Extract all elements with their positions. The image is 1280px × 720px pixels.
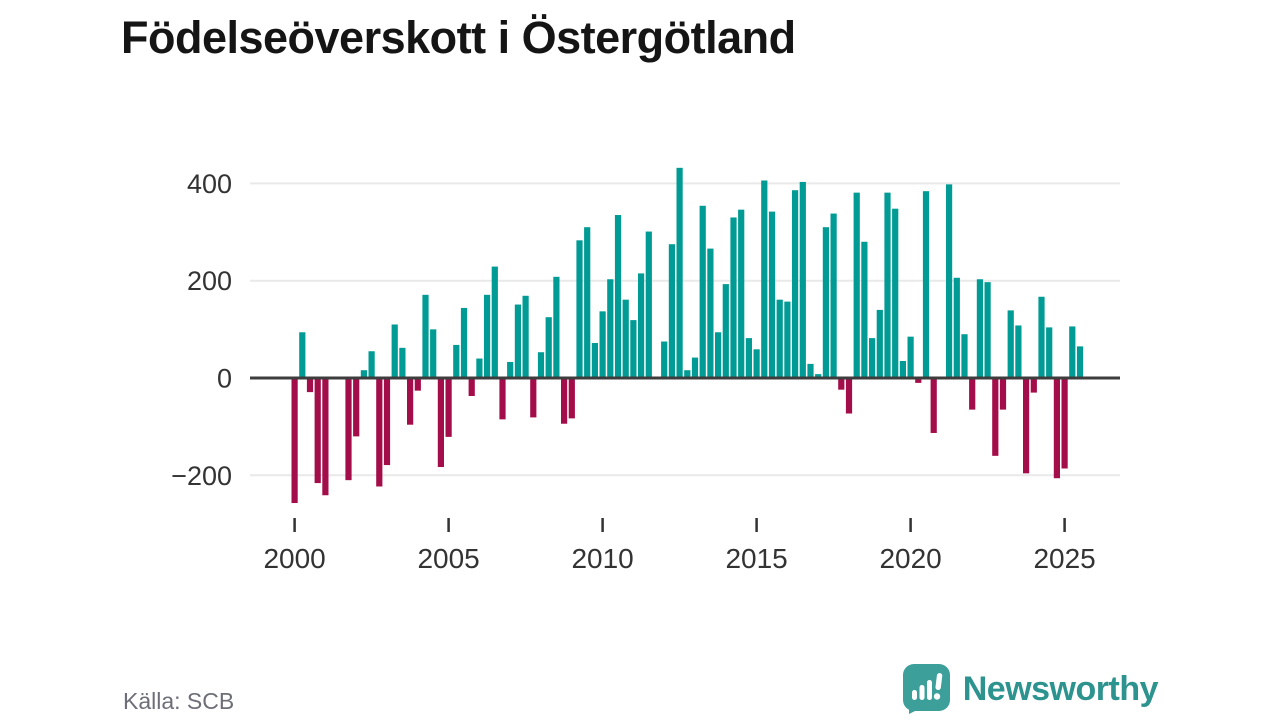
source-caption: Källa: SCB [123,688,235,714]
newsworthy-wordmark: Newsworthy [962,669,1159,708]
svg-text:200: 200 [187,266,232,296]
bars [291,167,1084,504]
svg-text:0: 0 [217,364,232,394]
svg-text:2020: 2020 [879,543,941,574]
svg-text:2015: 2015 [725,543,787,574]
svg-text:−200: −200 [171,461,232,491]
chart-title: Födelseöverskott i Östergötland [121,12,796,63]
svg-text:2025: 2025 [1033,543,1095,574]
svg-text:2005: 2005 [417,543,479,574]
bar-chart-speech-bubble-icon [902,664,950,714]
svg-text:2010: 2010 [571,543,633,574]
svg-text:400: 400 [187,169,232,199]
svg-text:2000: 2000 [263,543,325,574]
newsworthy-logo: Newsworthy [902,663,1159,715]
